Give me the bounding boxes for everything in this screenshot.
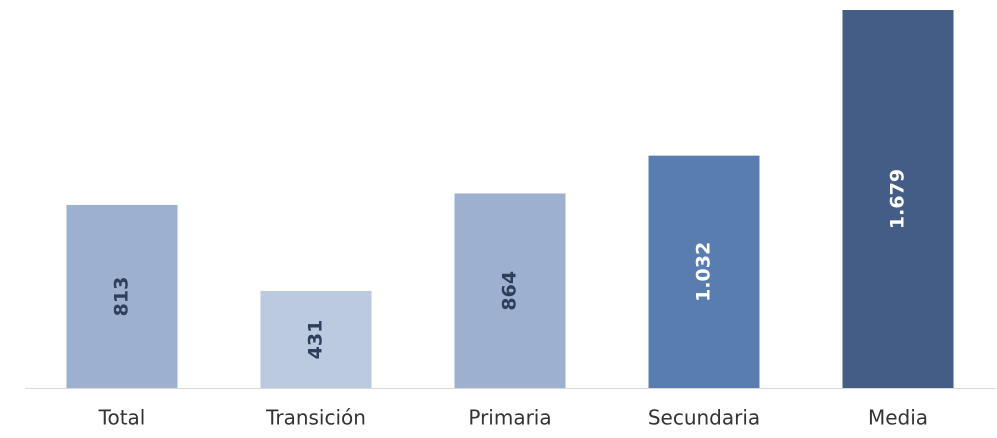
value-label: 813 — [111, 277, 133, 317]
x-tick-label: Total — [98, 406, 146, 430]
value-label: 1.679 — [887, 169, 909, 229]
bar — [648, 155, 760, 388]
value-label: 864 — [499, 271, 521, 311]
bar — [260, 290, 372, 388]
x-tick-label: Media — [868, 406, 928, 430]
value-label: 1.032 — [693, 242, 715, 302]
bar — [66, 204, 178, 388]
value-label: 431 — [305, 320, 327, 360]
x-tick-label: Secundaria — [648, 406, 760, 430]
x-tick-label: Transición — [265, 406, 366, 430]
bar — [842, 10, 954, 388]
x-tick-label: Primaria — [468, 406, 551, 430]
bar — [454, 193, 566, 388]
